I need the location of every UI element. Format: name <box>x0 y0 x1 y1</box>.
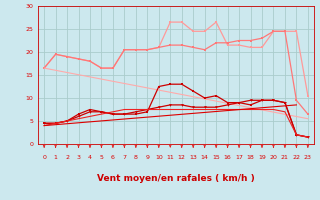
X-axis label: Vent moyen/en rafales ( km/h ): Vent moyen/en rafales ( km/h ) <box>97 174 255 183</box>
